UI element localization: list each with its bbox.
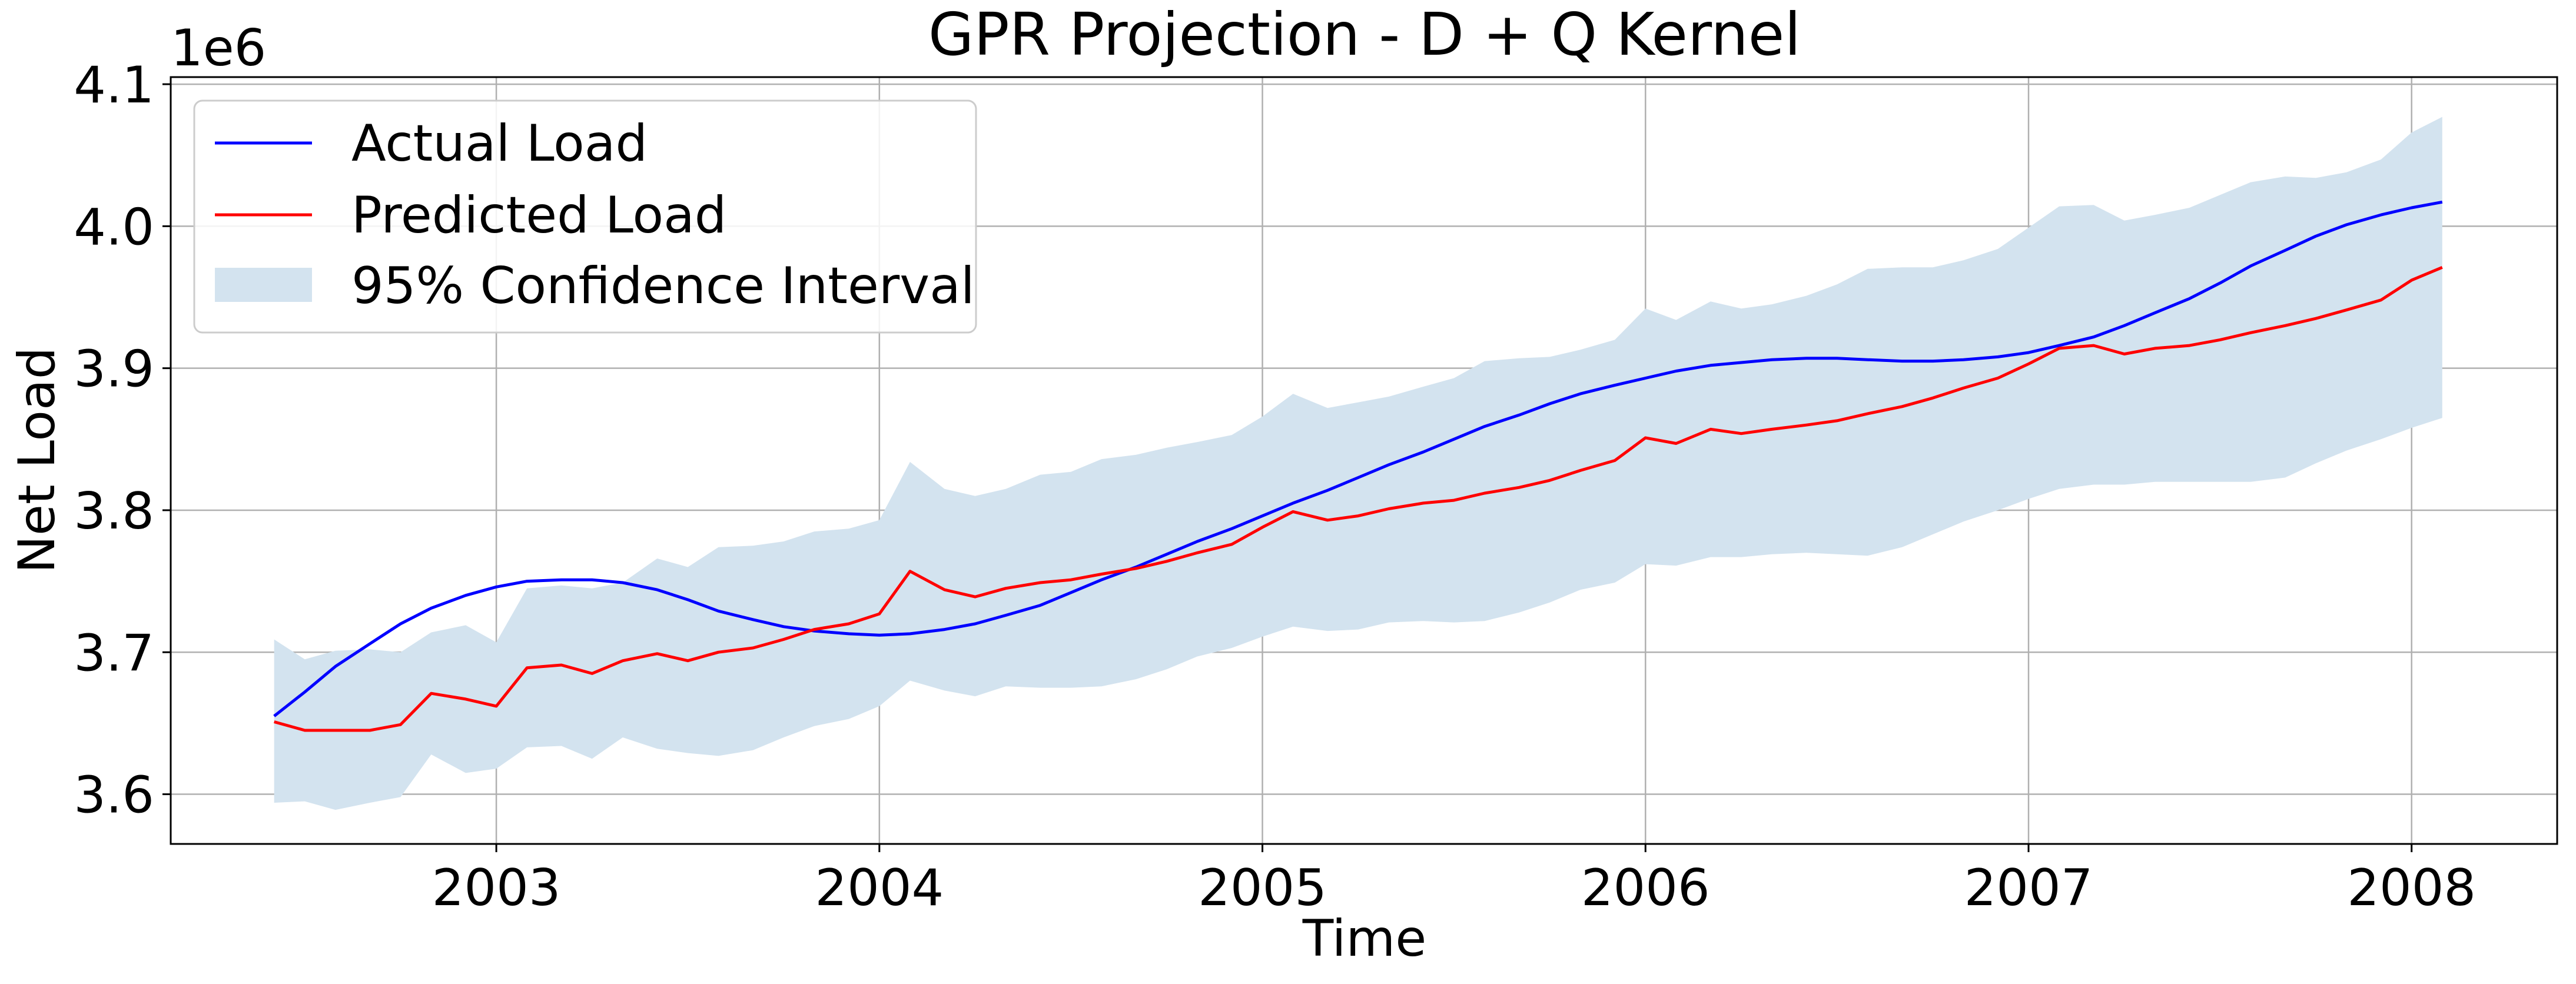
x-tick-label: 2007 bbox=[1964, 859, 2093, 917]
x-tick-label: 2005 bbox=[1198, 859, 1327, 917]
legend-swatch-ci bbox=[215, 268, 312, 302]
x-tick-label: 2008 bbox=[2347, 859, 2476, 917]
actual-load-line bbox=[273, 200, 2443, 717]
legend-label-ci: 95% Confidence Interval bbox=[351, 257, 975, 315]
plot-frame bbox=[170, 76, 2558, 845]
y-tick-label: 3.9 bbox=[74, 340, 154, 399]
y-offset-label: 1e6 bbox=[171, 19, 266, 78]
legend: Actual Load Predicted Load 95% Confidenc… bbox=[193, 99, 977, 334]
x-axis-label: Time bbox=[1302, 909, 1426, 968]
y-tick-label: 3.7 bbox=[74, 624, 154, 683]
series-lines bbox=[273, 200, 2443, 732]
y-tick-label: 3.8 bbox=[74, 482, 154, 541]
predicted-load-line bbox=[274, 265, 2443, 732]
x-tick-label: 2004 bbox=[815, 859, 944, 917]
x-tick-label: 2006 bbox=[1581, 859, 1710, 917]
y-axis-ticks: 3.6 3.7 3.8 3.9 4.0 4.1 bbox=[74, 56, 171, 825]
x-tick-label: 2003 bbox=[432, 859, 561, 917]
legend-box bbox=[193, 99, 977, 334]
confidence-interval-band bbox=[274, 117, 2442, 810]
y-tick-label: 4.0 bbox=[74, 198, 154, 257]
legend-label-predicted: Predicted Load bbox=[351, 186, 726, 245]
y-tick-label: 3.6 bbox=[74, 766, 154, 825]
confidence-band bbox=[274, 117, 2442, 810]
y-axis-label: Net Load bbox=[8, 347, 67, 574]
legend-label-actual: Actual Load bbox=[351, 114, 648, 173]
y-tick-label: 4.1 bbox=[74, 56, 154, 115]
chart-title: GPR Projection - D + Q Kernel bbox=[928, 0, 1801, 69]
x-axis-ticks: 2003 2004 2005 2006 2007 2008 bbox=[432, 844, 2476, 917]
